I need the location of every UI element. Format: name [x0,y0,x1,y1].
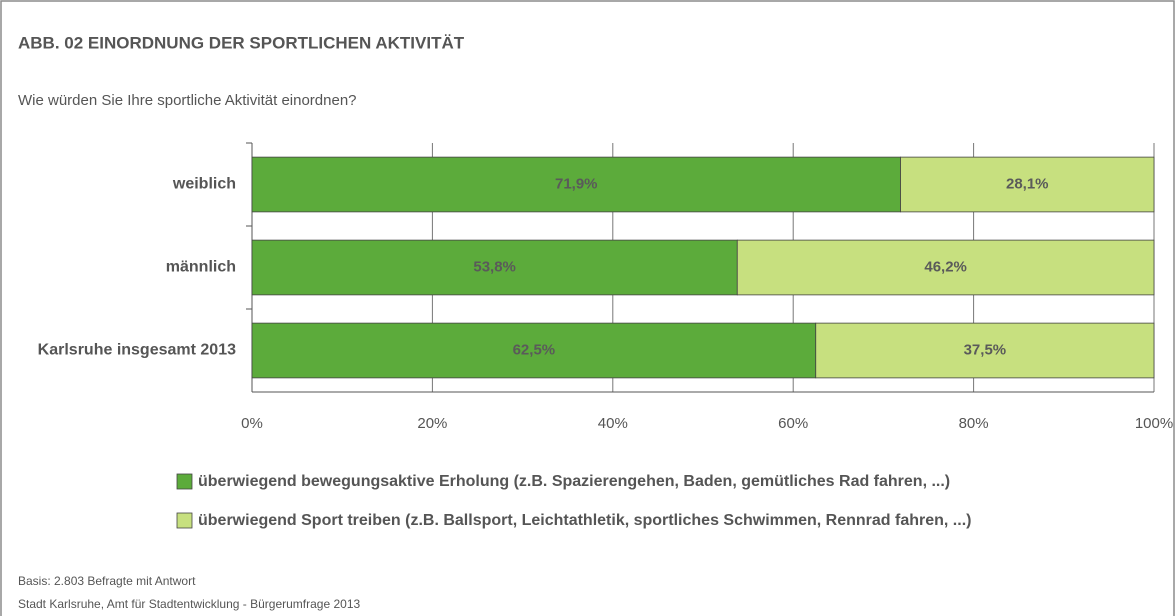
bar-segment [815,322,1155,379]
value-label: 62,5% [513,341,556,358]
note: Basis: 2.803 Befragte mit Antwort [18,574,196,588]
note: Stadt Karlsruhe, Amt für Stadtentwicklun… [18,597,361,611]
x-tick-label: 80% [959,415,989,432]
legend-swatch [176,512,193,529]
x-tick-label: 0% [241,415,263,432]
value-label: 37,5% [964,341,1007,358]
y-tick-label: Karlsruhe insgesamt 2013 [38,342,236,359]
chart-subtitle: Wie würden Sie Ihre sportliche Aktivität… [18,92,357,109]
value-label: 53,8% [473,258,516,275]
bar-segment [900,156,1155,213]
y-tick-label: weiblich [172,176,236,193]
x-tick-label: 60% [778,415,808,432]
x-tick-label: 100% [1135,415,1173,432]
x-tick-label: 40% [598,415,628,432]
legend-label: überwiegend bewegungsaktive Erholung (z.… [198,473,950,490]
x-tick-label: 20% [417,415,447,432]
bar-segment [251,239,738,296]
chart-title: ABB. 02 EINORDNUNG DER SPORTLICHEN AKTIV… [18,33,465,52]
value-label: 46,2% [924,258,967,275]
legend-swatch [176,473,193,490]
bar-segment [251,322,817,379]
y-tick-label: männlich [166,259,236,276]
bar-segment [736,239,1155,296]
value-label: 71,9% [555,175,598,192]
legend-label: überwiegend Sport treiben (z.B. Ballspor… [198,512,971,529]
bar-segment [251,156,901,213]
value-label: 28,1% [1006,175,1049,192]
